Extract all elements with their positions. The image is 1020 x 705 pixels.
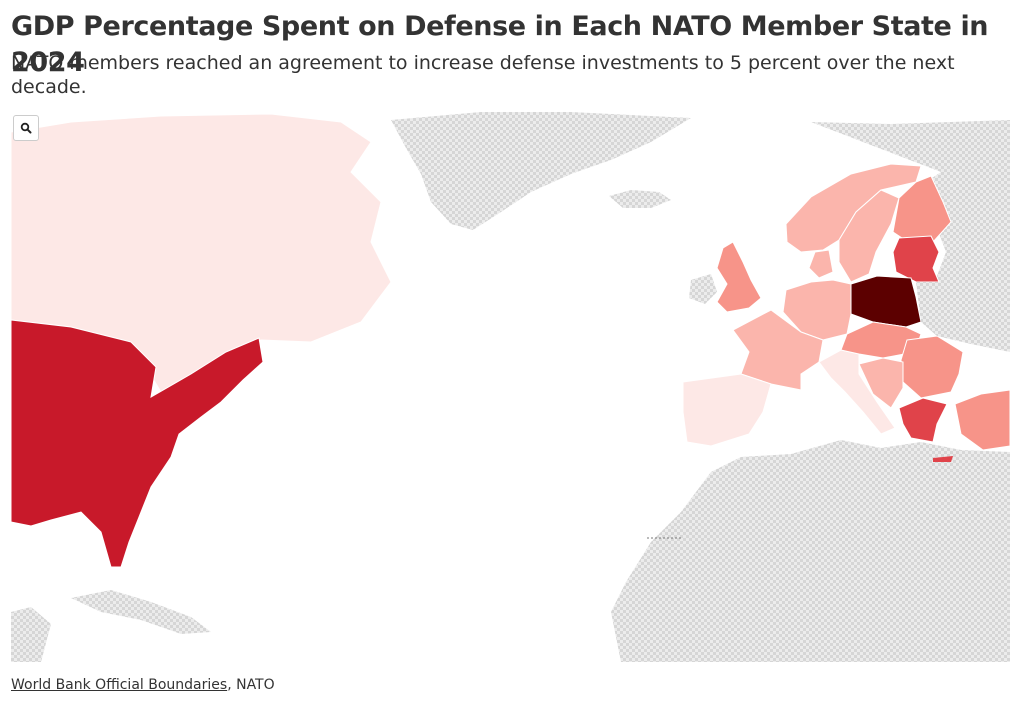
region-belarus-ukraine[interactable]: [916, 282, 991, 344]
region-denmark[interactable]: [808, 249, 834, 279]
map-source: World Bank Official Boundaries, NATO: [11, 677, 275, 693]
region-sweden[interactable]: [838, 189, 900, 283]
magnifier-icon: [20, 122, 32, 134]
source-nato: NATO: [236, 677, 275, 693]
region-mexico[interactable]: [11, 607, 51, 662]
region-crete[interactable]: [933, 456, 953, 462]
region-greenland[interactable]: [391, 112, 691, 230]
region-finland[interactable]: [892, 175, 952, 245]
region-caribbean[interactable]: [71, 590, 211, 634]
region-africa[interactable]: [611, 440, 1010, 662]
map-title: GDP Percentage Spent on Defense in Each …: [11, 11, 989, 78]
region-ireland[interactable]: [689, 274, 717, 304]
map-canvas[interactable]: [11, 112, 1010, 662]
region-poland[interactable]: [850, 275, 922, 328]
region-greece[interactable]: [898, 397, 948, 443]
region-uk[interactable]: [716, 241, 762, 313]
region-iceland[interactable]: [609, 190, 671, 208]
region-usa[interactable]: [11, 319, 264, 568]
region-romania-bulgaria[interactable]: [900, 335, 964, 399]
source-separator: ,: [227, 677, 237, 693]
region-iberia[interactable]: [682, 373, 772, 447]
region-france[interactable]: [732, 309, 824, 391]
map-subtitle: NATO members reached an agreement to inc…: [11, 52, 955, 98]
region-germany[interactable]: [782, 279, 852, 341]
source-link-world-bank[interactable]: World Bank Official Boundaries: [11, 677, 228, 693]
zoom-button[interactable]: [13, 115, 39, 141]
choropleth-map[interactable]: [11, 112, 1010, 662]
region-balkans[interactable]: [858, 357, 904, 409]
region-turkey[interactable]: [954, 389, 1010, 451]
region-baltics[interactable]: [892, 235, 940, 283]
